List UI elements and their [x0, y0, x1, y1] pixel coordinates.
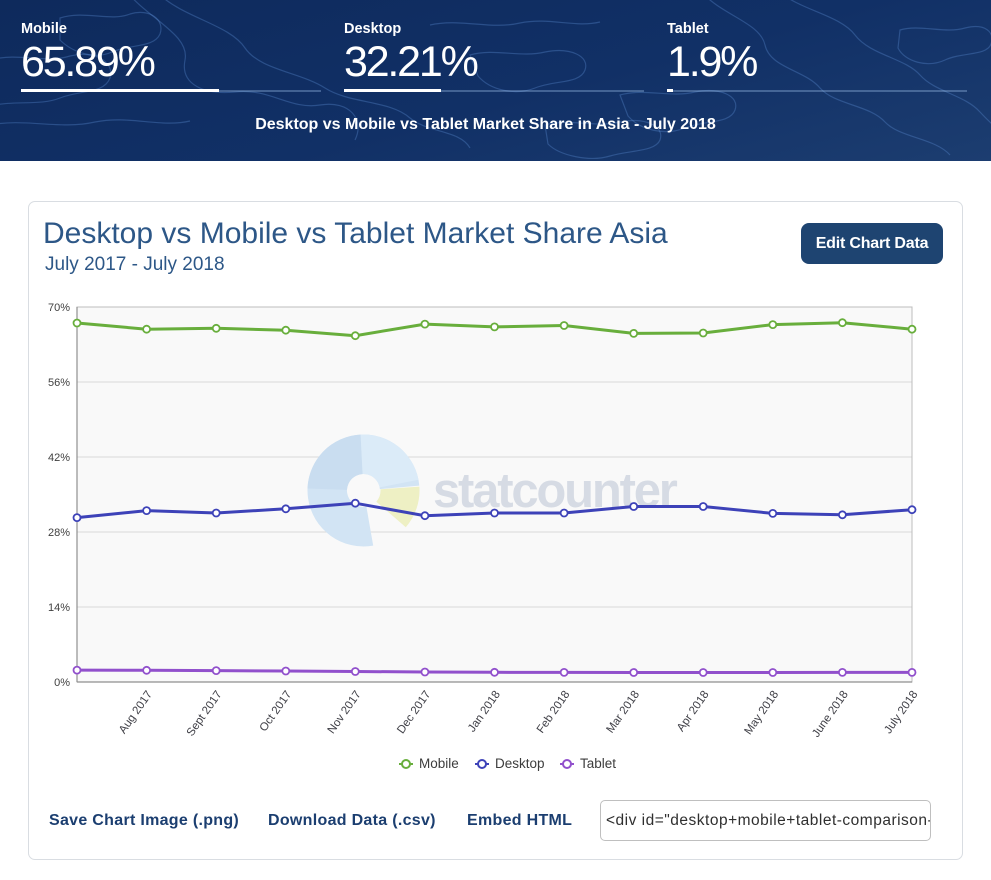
- svg-text:Oct 2017: Oct 2017: [258, 689, 295, 734]
- svg-text:Dec 2017: Dec 2017: [395, 689, 433, 736]
- svg-text:Apr 2018: Apr 2018: [675, 689, 712, 734]
- svg-text:statcounter: statcounter: [433, 464, 678, 518]
- svg-text:May 2018: May 2018: [742, 689, 781, 737]
- svg-text:July 2018: July 2018: [882, 689, 920, 736]
- svg-text:Mobile: Mobile: [419, 756, 459, 771]
- svg-text:70%: 70%: [48, 302, 70, 314]
- svg-text:56%: 56%: [48, 377, 70, 389]
- svg-text:June 2018: June 2018: [810, 689, 851, 740]
- svg-text:Sept 2017: Sept 2017: [185, 689, 225, 739]
- svg-text:Jan 2018: Jan 2018: [466, 689, 503, 735]
- svg-text:Aug 2017: Aug 2017: [117, 689, 155, 736]
- svg-text:Tablet: Tablet: [580, 756, 616, 771]
- svg-text:Feb 2018: Feb 2018: [535, 689, 573, 736]
- svg-text:42%: 42%: [48, 452, 70, 464]
- svg-text:Desktop: Desktop: [495, 756, 545, 771]
- svg-text:Mar 2018: Mar 2018: [604, 689, 642, 736]
- svg-text:28%: 28%: [48, 527, 70, 539]
- svg-text:14%: 14%: [48, 602, 70, 614]
- svg-text:Nov 2017: Nov 2017: [326, 689, 364, 736]
- svg-text:0%: 0%: [54, 677, 70, 689]
